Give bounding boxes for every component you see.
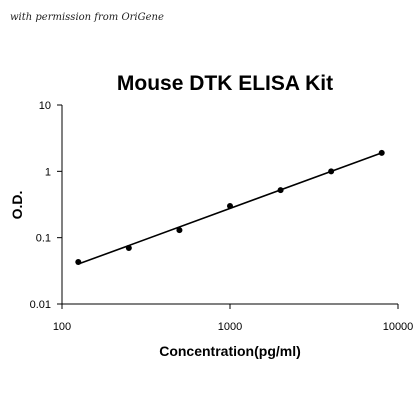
data-point [328,168,335,175]
y-ticks: 0.01 0.1 1 10 [30,100,62,311]
x-tick-label: 1000 [218,321,242,333]
x-tick-label: 10000 [383,321,414,333]
y-tick-label: 0.1 [36,233,51,245]
x-ticks: 100 1000 10000 [53,304,413,333]
data-point [227,203,233,210]
data-points [75,149,385,265]
x-axis-label: Concentration(pg/ml) [159,343,301,359]
x-tick-label: 100 [53,321,71,333]
chart-title: Mouse DTK ELISA Kit [117,72,333,95]
data-point [75,258,82,265]
data-point [125,244,132,251]
plot-area: 0.01 0.1 1 10 100 1000 10000 [30,100,414,333]
y-tick-label: 0.01 [30,299,51,311]
y-tick-label: 1 [45,166,51,178]
y-tick-label: 10 [39,100,51,112]
credit-text: with permission from OriGene [10,12,164,23]
data-point [176,227,183,234]
y-axis-label: O.D. [9,191,25,220]
data-point [378,149,385,156]
data-point [277,187,284,194]
